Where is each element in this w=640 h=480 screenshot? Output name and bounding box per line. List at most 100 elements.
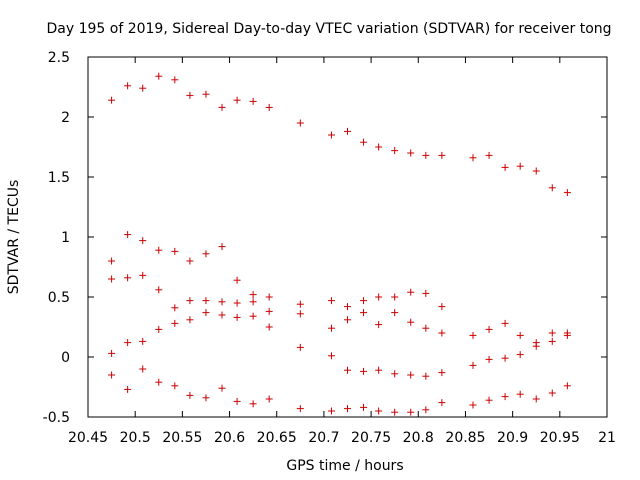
data-point-marker <box>249 291 257 299</box>
data-point-marker <box>563 331 571 339</box>
data-point-marker <box>548 389 556 397</box>
data-point-marker <box>171 304 179 312</box>
data-point-marker <box>265 323 273 331</box>
data-point-marker <box>265 307 273 315</box>
x-tick-label: 20.95 <box>540 430 580 446</box>
data-point-marker <box>186 257 194 265</box>
data-point-marker <box>375 321 383 329</box>
data-point-marker <box>375 407 383 415</box>
data-point-marker <box>344 127 351 135</box>
data-point-marker <box>296 119 304 127</box>
data-point-marker <box>548 184 556 192</box>
x-tick-label: 20.65 <box>257 430 297 446</box>
y-tick-label: 1 <box>61 230 70 246</box>
data-point-marker <box>438 369 446 377</box>
data-point-marker <box>124 231 132 239</box>
data-point-marker <box>202 297 210 305</box>
data-point-marker <box>249 312 257 320</box>
data-point-marker <box>532 342 540 350</box>
x-tick-label: 20.85 <box>445 430 485 446</box>
plot-frame <box>87 56 608 418</box>
data-point-marker <box>391 370 399 378</box>
y-axis-ticks <box>88 56 607 418</box>
data-point-marker <box>532 167 540 175</box>
data-point-marker <box>344 366 351 374</box>
data-point-marker <box>438 399 446 407</box>
data-point-marker <box>202 90 210 98</box>
data-point-marker <box>391 147 399 155</box>
data-point-marker <box>218 298 226 306</box>
data-point-marker <box>108 371 116 379</box>
data-point-marker <box>108 257 116 265</box>
data-point-marker <box>327 407 335 415</box>
data-point-marker <box>422 324 430 332</box>
data-point-marker <box>218 103 226 111</box>
data-point-marker <box>233 299 241 307</box>
x-axis-tick-labels: 20.45 20.5 20.55 20.6 20.65 20.7 20.75 20.8 20.8… <box>68 430 616 446</box>
data-point-marker <box>171 76 179 84</box>
data-point-marker <box>186 91 194 99</box>
data-point-marker <box>360 297 368 305</box>
data-point-marker <box>296 300 304 308</box>
y-tick-label: 2.5 <box>48 50 70 66</box>
data-point-marker <box>171 319 179 327</box>
data-point-marker <box>249 97 257 105</box>
data-point-marker <box>485 355 493 363</box>
data-point-marker <box>548 329 556 337</box>
data-point-marker <box>422 406 430 414</box>
data-point-marker <box>469 361 477 369</box>
data-point-marker <box>155 325 163 333</box>
data-point-marker <box>407 408 415 416</box>
y-tick-label: 2 <box>61 110 70 126</box>
data-point-marker <box>375 366 383 374</box>
data-point-marker <box>296 405 304 413</box>
data-point-marker <box>202 394 210 402</box>
data-point-marker <box>344 405 351 413</box>
data-point-marker <box>563 189 571 197</box>
data-point-marker <box>485 396 493 404</box>
data-point-marker <box>438 303 446 311</box>
data-point-marker <box>422 151 430 159</box>
data-point-marker <box>407 149 415 157</box>
y-tick-label: 1.5 <box>48 170 70 186</box>
data-point-marker <box>296 310 304 318</box>
data-point-marker <box>485 151 493 159</box>
data-point-marker <box>375 293 383 301</box>
y-axis-tick-labels: -0.5 0 0.5 1 1.5 2 2.5 <box>43 50 70 426</box>
y-tick-label: -0.5 <box>43 410 70 426</box>
data-point-marker <box>344 316 351 324</box>
data-point-marker <box>218 311 226 319</box>
data-point-marker <box>422 372 430 380</box>
data-point-marker <box>501 319 509 327</box>
x-tick-label: 21 <box>598 430 616 446</box>
data-point-marker <box>469 401 477 409</box>
x-tick-label: 20.45 <box>68 430 108 446</box>
data-point-marker <box>155 246 163 254</box>
x-tick-label: 20.55 <box>162 430 202 446</box>
data-point-marker <box>233 276 241 284</box>
x-tick-label: 20.6 <box>214 430 245 446</box>
data-point-marker <box>171 247 179 255</box>
data-point-marker <box>249 298 257 306</box>
data-point-marker <box>186 297 194 305</box>
data-point-marker <box>375 143 383 151</box>
data-point-marker <box>249 400 257 408</box>
data-point-marker <box>124 385 132 393</box>
data-point-marker <box>422 289 430 297</box>
data-point-marker <box>407 318 415 326</box>
data-markers <box>108 72 571 416</box>
data-point-marker <box>233 313 241 321</box>
data-point-marker <box>139 271 147 279</box>
data-point-marker <box>516 390 524 398</box>
data-point-marker <box>265 395 273 403</box>
data-point-marker <box>391 408 399 416</box>
data-point-marker <box>532 395 540 403</box>
data-point-marker <box>327 297 335 305</box>
data-point-marker <box>563 382 571 390</box>
data-point-marker <box>296 343 304 351</box>
data-point-marker <box>501 354 509 362</box>
data-point-marker <box>139 365 147 373</box>
data-point-marker <box>327 352 335 360</box>
data-point-marker <box>202 309 210 317</box>
data-point-marker <box>391 293 399 301</box>
